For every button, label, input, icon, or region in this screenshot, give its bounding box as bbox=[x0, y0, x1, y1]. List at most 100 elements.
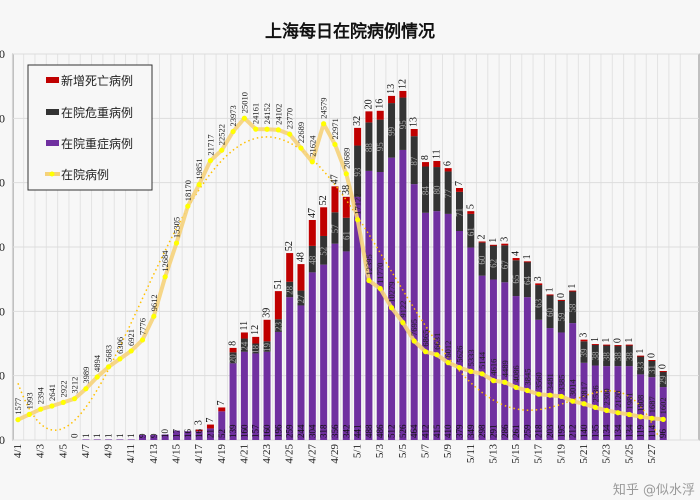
bar-deaths bbox=[455, 187, 463, 192]
bar-label-deaths: 1 bbox=[601, 338, 612, 343]
line-point bbox=[513, 384, 519, 391]
line-point bbox=[298, 145, 304, 151]
bar-label-severe: 196 bbox=[273, 424, 283, 438]
bar-deaths bbox=[195, 429, 203, 432]
bar-deaths bbox=[342, 196, 350, 218]
bar-label-deaths: 1 bbox=[624, 338, 635, 343]
line-point bbox=[162, 274, 168, 280]
line-point bbox=[173, 240, 180, 246]
bar-deaths bbox=[523, 261, 531, 263]
bar-label-deaths: 52 bbox=[284, 241, 295, 251]
bar-deaths bbox=[263, 319, 271, 342]
line-point-label: 6865 bbox=[421, 330, 431, 347]
line-point bbox=[15, 417, 21, 423]
bar-label-critical: 33 bbox=[636, 361, 646, 371]
bar-critical bbox=[354, 145, 362, 197]
bar-deaths bbox=[308, 219, 316, 246]
x-tick-label: 5/25 bbox=[623, 444, 635, 464]
line-point bbox=[264, 126, 270, 132]
line-point-label: 1981 bbox=[624, 393, 634, 410]
bar-critical bbox=[308, 245, 316, 273]
bar-critical bbox=[388, 103, 396, 158]
bar-label-severe: 114 bbox=[647, 424, 657, 438]
bar-label-deaths: 3 bbox=[499, 237, 510, 242]
bar-severe bbox=[105, 439, 113, 440]
bar-critical bbox=[603, 345, 611, 367]
bar-deaths bbox=[399, 90, 407, 98]
bar-label-deaths: 0 bbox=[658, 364, 669, 369]
bar-label-deaths: 20 bbox=[363, 99, 374, 109]
bar-critical bbox=[467, 213, 475, 248]
bar-deaths bbox=[580, 339, 588, 342]
line-point bbox=[524, 387, 531, 394]
x-tick-label: 5/23 bbox=[601, 444, 613, 464]
x-tick-label: 4/7 bbox=[80, 444, 92, 459]
y-tick-label: 5000 bbox=[0, 369, 5, 383]
line-point-label: 5333 bbox=[466, 349, 476, 366]
bar-label-critical: 18 bbox=[251, 344, 261, 354]
line-point bbox=[219, 147, 225, 153]
legend: 新增死亡病例 在院危重病例 在院重症病例 在院病例 bbox=[27, 64, 153, 191]
line-point bbox=[275, 127, 281, 133]
line-point bbox=[536, 391, 542, 397]
bar-label-critical: 80 bbox=[432, 185, 442, 195]
x-tick-label: 4/11 bbox=[125, 444, 137, 463]
bar-critical bbox=[637, 356, 645, 375]
bar-severe bbox=[546, 328, 554, 440]
bar-label-critical: 28 bbox=[285, 285, 295, 295]
bar-label-critical: 60 bbox=[545, 307, 555, 317]
line-point-label: 2641 bbox=[47, 384, 57, 401]
bar-severe bbox=[569, 323, 577, 440]
bar-label-severe: 160 bbox=[239, 424, 249, 438]
legend-marker-line bbox=[49, 171, 55, 177]
bar-label-critical: 59 bbox=[556, 312, 566, 322]
line-point bbox=[626, 411, 632, 418]
line-series bbox=[15, 115, 666, 423]
bar-critical bbox=[410, 136, 418, 185]
bar-label-severe: 1 bbox=[126, 434, 136, 439]
line-point bbox=[490, 378, 497, 384]
bar-critical bbox=[512, 260, 520, 297]
bar-severe bbox=[467, 247, 475, 440]
line-point-label: 21624 bbox=[307, 135, 317, 157]
legend-swatch-critical bbox=[46, 109, 59, 115]
line-point bbox=[377, 285, 383, 292]
line-point bbox=[558, 393, 564, 400]
line-point bbox=[287, 131, 293, 137]
bar-label-deaths: 16 bbox=[375, 99, 386, 109]
bar-label-critical: 61 bbox=[341, 231, 351, 240]
bar-severe bbox=[523, 297, 531, 440]
line-point-label: 2922 bbox=[58, 380, 68, 397]
y-tick-label: 0 bbox=[0, 433, 5, 447]
bar-label-severe: 96 bbox=[658, 429, 668, 439]
bar-label-critical: 24 bbox=[239, 341, 249, 351]
line-point bbox=[638, 414, 644, 420]
bar-label-deaths: 13 bbox=[409, 117, 420, 127]
bar-label-critical: 38 bbox=[590, 351, 600, 361]
bar-severe bbox=[127, 439, 135, 440]
bar-critical bbox=[455, 191, 463, 232]
bar-severe bbox=[195, 431, 203, 440]
line-point-label: 1993 bbox=[24, 392, 34, 409]
bar-deaths bbox=[218, 407, 226, 412]
bar-critical bbox=[422, 166, 430, 213]
bar-critical bbox=[659, 371, 667, 388]
bar-label-severe: 379 bbox=[454, 424, 464, 438]
bar-label-deaths: 7 bbox=[454, 181, 465, 186]
bar-label-critical: 87 bbox=[409, 156, 419, 166]
bar-severe bbox=[342, 251, 350, 440]
bar-label-critical: 38 bbox=[624, 352, 634, 362]
bar-label-severe: 291 bbox=[488, 425, 498, 439]
bar-label-deaths: 47 bbox=[307, 208, 318, 218]
x-tick-label: 5/27 bbox=[646, 444, 658, 464]
line-point-label: 20689 bbox=[341, 148, 351, 169]
bar-label-severe: 488 bbox=[364, 424, 374, 438]
bar-severe bbox=[388, 157, 396, 440]
bar-label-severe: 134 bbox=[613, 424, 623, 438]
line-point bbox=[411, 338, 417, 344]
bar-label-deaths: 52 bbox=[318, 195, 329, 205]
bar-label-severe: 21 bbox=[205, 429, 215, 438]
bar-deaths bbox=[501, 243, 509, 246]
bar-label-critical: 64 bbox=[522, 275, 532, 285]
y-tick-label: 15000 bbox=[0, 240, 5, 254]
